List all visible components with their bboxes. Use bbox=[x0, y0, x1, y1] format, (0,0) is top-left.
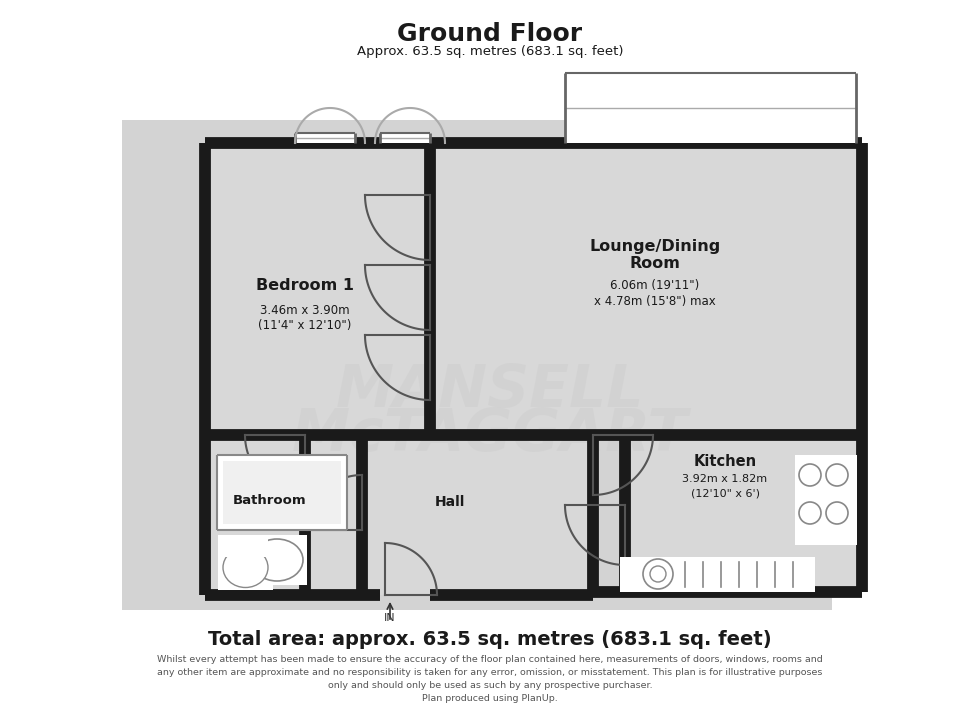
Bar bbox=[625, 435, 862, 592]
Text: x 4.78m (15'8") max: x 4.78m (15'8") max bbox=[594, 295, 715, 308]
Text: Lounge/Dining: Lounge/Dining bbox=[589, 239, 720, 254]
Text: Plan produced using PlanUp.: Plan produced using PlanUp. bbox=[422, 694, 558, 703]
Bar bbox=[247, 535, 307, 585]
Text: Kitchen: Kitchen bbox=[694, 454, 757, 469]
Bar bbox=[380, 133, 430, 143]
Text: 3.92m x 1.82m: 3.92m x 1.82m bbox=[682, 474, 767, 484]
Text: Room: Room bbox=[629, 256, 680, 271]
Text: (11'4" x 12'10"): (11'4" x 12'10") bbox=[259, 320, 352, 333]
Text: Hall: Hall bbox=[435, 495, 466, 509]
Ellipse shape bbox=[223, 548, 268, 587]
Text: MANSELL: MANSELL bbox=[336, 362, 644, 419]
Bar bbox=[218, 535, 273, 590]
Text: IN: IN bbox=[384, 613, 396, 623]
Bar bbox=[620, 557, 815, 592]
Text: Approx. 63.5 sq. metres (683.1 sq. feet): Approx. 63.5 sq. metres (683.1 sq. feet) bbox=[357, 45, 623, 58]
Text: any other item are approximate and no responsibility is taken for any error, omi: any other item are approximate and no re… bbox=[158, 668, 822, 677]
Bar bbox=[430, 143, 862, 435]
Text: (12'10" x 6'): (12'10" x 6') bbox=[691, 488, 760, 498]
Bar bbox=[565, 73, 856, 143]
Bar bbox=[217, 455, 347, 530]
Text: Bedroom 1: Bedroom 1 bbox=[256, 278, 354, 293]
Bar bbox=[305, 435, 593, 595]
Text: 6.06m (19'11"): 6.06m (19'11") bbox=[611, 278, 700, 291]
Text: 3.46m x 3.90m: 3.46m x 3.90m bbox=[260, 303, 350, 317]
Bar bbox=[295, 133, 355, 143]
Text: Ground Floor: Ground Floor bbox=[398, 22, 582, 46]
Text: Total area: approx. 63.5 sq. metres (683.1 sq. feet): Total area: approx. 63.5 sq. metres (683… bbox=[208, 630, 772, 649]
Text: Whilst every attempt has been made to ensure the accuracy of the floor plan cont: Whilst every attempt has been made to en… bbox=[157, 655, 823, 664]
Bar bbox=[223, 461, 341, 524]
Bar bbox=[205, 143, 430, 435]
Bar bbox=[795, 455, 857, 545]
Bar bbox=[205, 435, 362, 595]
Ellipse shape bbox=[251, 539, 303, 581]
Text: Bathroom: Bathroom bbox=[233, 493, 307, 506]
Bar bbox=[223, 537, 268, 557]
Bar bbox=[122, 120, 832, 610]
Text: McTAGGART: McTAGGART bbox=[292, 407, 688, 464]
Text: only and should only be used as such by any prospective purchaser.: only and should only be used as such by … bbox=[327, 681, 653, 690]
